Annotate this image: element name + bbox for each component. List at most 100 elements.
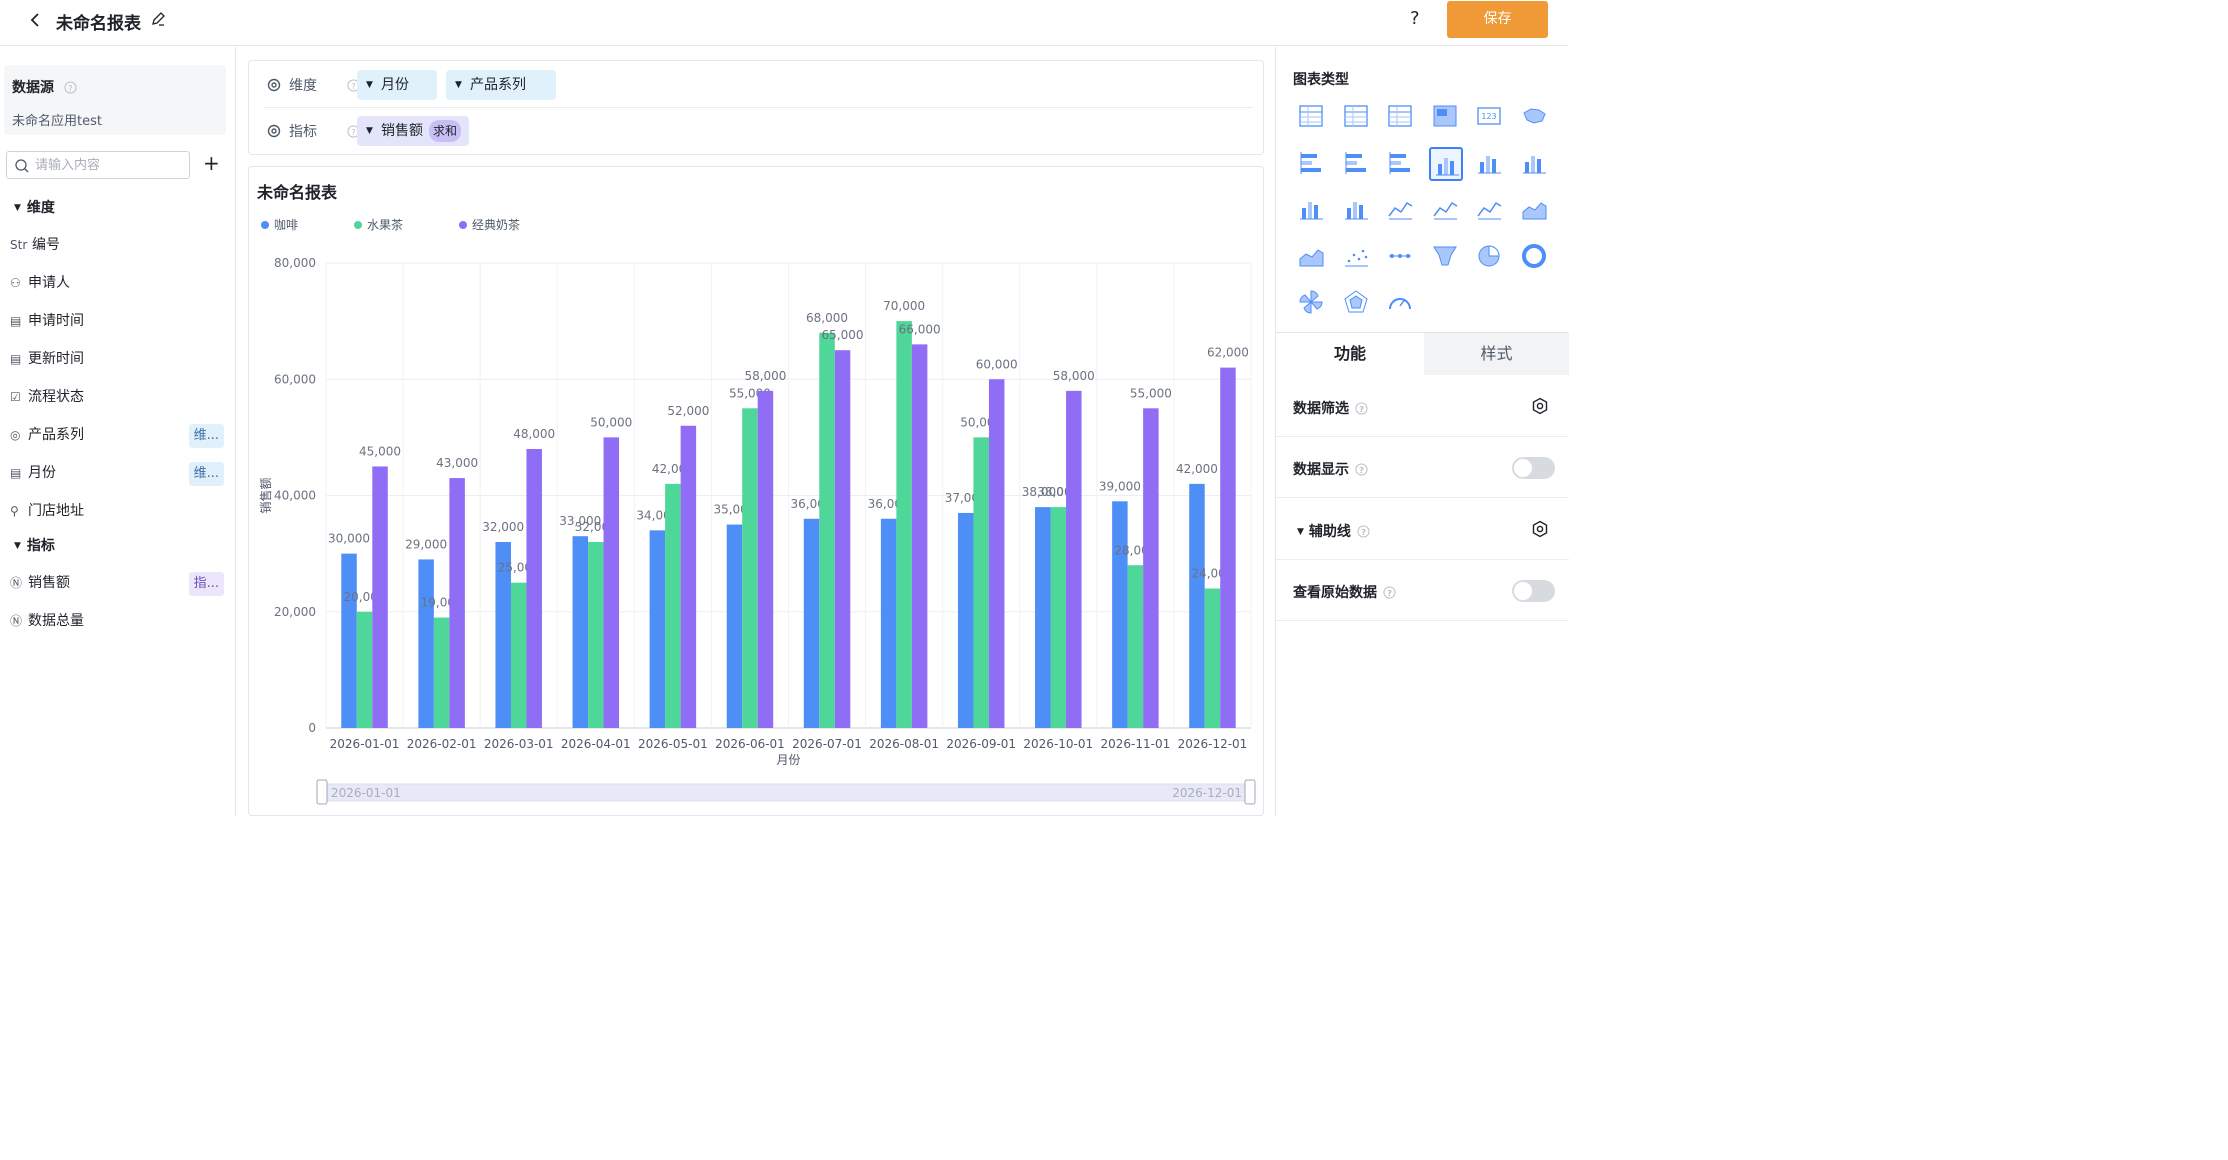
field-item[interactable]: Str 编号: [10, 234, 226, 260]
pie-icon[interactable]: [1473, 240, 1507, 274]
legend-dot: [354, 221, 362, 229]
area-chart-icon[interactable]: [1518, 193, 1552, 227]
range-slider-start-handle[interactable]: [316, 779, 328, 805]
number-card-icon[interactable]: 123: [1473, 100, 1507, 134]
x-tick-label: 2026-10-01: [1023, 737, 1093, 751]
gear-icon[interactable]: [1531, 397, 1549, 419]
tab-function[interactable]: 功能: [1276, 333, 1424, 375]
chart-title: 未命名报表: [257, 183, 338, 202]
metric-section-toggle[interactable]: ▼ 指标: [14, 535, 55, 555]
gauge-icon[interactable]: [1384, 286, 1418, 320]
waterfall-icon[interactable]: [1340, 193, 1374, 227]
bar-coffee: [957, 512, 974, 728]
dimension-pill-month[interactable]: ▼ 月份: [357, 70, 437, 100]
legend-item-coffee[interactable]: 咖啡: [261, 216, 298, 233]
field-item[interactable]: ▤ 更新时间: [10, 348, 226, 374]
field-label: 销售额: [28, 575, 70, 591]
bar-coffee: [1189, 483, 1205, 728]
donut-icon[interactable]: [1518, 240, 1552, 274]
help-circle-icon[interactable]: ?: [1355, 402, 1368, 419]
bar-fruit-tea: [356, 611, 373, 728]
bar-coffee: [726, 524, 743, 728]
line-chart-icon[interactable]: [1429, 193, 1463, 227]
edit-pencil-icon[interactable]: [150, 11, 168, 29]
radar-icon[interactable]: [1340, 286, 1374, 320]
range-slider-end-handle[interactable]: [1244, 779, 1256, 805]
y-axis-label: 销售额: [258, 477, 273, 513]
scatter-icon[interactable]: [1340, 240, 1374, 274]
help-circle-icon[interactable]: ?: [1383, 586, 1396, 603]
combo-chart-icon[interactable]: [1384, 193, 1418, 227]
bar-fruit-tea: [510, 582, 527, 728]
grouped-bar-chart-icon[interactable]: [1428, 146, 1463, 181]
raw-data-toggle[interactable]: [1512, 580, 1555, 602]
data-label: 60,000: [976, 357, 1018, 371]
timeline-icon[interactable]: [1384, 240, 1418, 274]
bar-coffee: [880, 518, 897, 728]
percent-area-icon[interactable]: [1295, 240, 1329, 274]
bar-coffee: [1112, 501, 1128, 728]
legend-item-fruit-tea[interactable]: 水果茶: [354, 216, 403, 233]
save-button[interactable]: 保存: [1447, 1, 1548, 38]
bar-coffee: [1035, 507, 1051, 728]
help-circle-icon[interactable]: ?: [1355, 463, 1368, 480]
card-icon[interactable]: [1429, 100, 1463, 134]
range-slider-track[interactable]: [320, 783, 1256, 802]
add-field-button[interactable]: +: [203, 151, 220, 175]
person-icon: ⚇: [10, 276, 21, 290]
data-display-toggle[interactable]: [1512, 457, 1555, 479]
gear-icon[interactable]: [1531, 520, 1549, 542]
field-item[interactable]: ⚲ 门店地址: [10, 500, 226, 526]
field-usage-tag: 指...: [188, 572, 224, 596]
stacked-column-icon[interactable]: [1473, 147, 1507, 181]
field-item[interactable]: ☑ 流程状态: [10, 386, 226, 412]
search-input[interactable]: [35, 155, 185, 175]
help-button[interactable]: ?: [1410, 8, 1420, 29]
x-tick-label: 2026-05-01: [638, 737, 708, 751]
field-item[interactable]: ◎ 产品系列 维...: [10, 424, 226, 450]
data-label: 52,000: [667, 404, 709, 418]
help-circle-icon[interactable]: ?: [64, 79, 77, 98]
dimension-section-toggle[interactable]: ▼ 维度: [14, 197, 55, 217]
pivot-table-icon[interactable]: [1384, 100, 1418, 134]
field-item[interactable]: ▤ 月份 维...: [10, 462, 226, 488]
rose-icon[interactable]: [1295, 286, 1329, 320]
legend-label: 咖啡: [274, 218, 299, 232]
x-tick-label: 2026-02-01: [407, 737, 477, 751]
dimension-row: 维度 ? ▼ 月份 ▼ 产品系列: [263, 70, 1253, 100]
data-display-label: 数据显示?: [1293, 459, 1368, 480]
field-item[interactable]: Ⓝ 销售额 指...: [10, 572, 226, 598]
field-usage-tag: 维...: [188, 462, 224, 486]
area-line-icon[interactable]: [1473, 193, 1507, 227]
tab-style[interactable]: 样式: [1424, 333, 1569, 375]
field-item[interactable]: ▤ 申请时间: [10, 310, 226, 336]
percent-column-icon[interactable]: [1518, 147, 1552, 181]
caret-down-icon: ▼: [366, 126, 373, 136]
legend-label: 经典奶茶: [472, 218, 521, 232]
map-icon[interactable]: [1518, 100, 1552, 134]
histogram-icon[interactable]: [1295, 193, 1329, 227]
field-item[interactable]: Ⓝ 数据总量: [10, 610, 226, 636]
field-label: 更新时间: [28, 351, 84, 367]
calendar-icon: ▤: [10, 314, 22, 328]
table-icon[interactable]: [1295, 100, 1329, 134]
dimension-pill-product-series[interactable]: ▼ 产品系列: [446, 70, 556, 100]
field-item[interactable]: ⚇ 申请人: [10, 272, 226, 298]
data-label: 68,000: [806, 311, 848, 325]
percent-bar-horizontal-icon[interactable]: [1384, 147, 1418, 181]
range-end-label: 2026-12-01: [1172, 786, 1242, 800]
back-arrow-icon[interactable]: [26, 10, 46, 30]
bar-coffee: [495, 542, 511, 728]
legend-item-milk-tea[interactable]: 经典奶茶: [459, 216, 520, 233]
datasource-name: 未命名应用test: [12, 114, 102, 129]
funnel-icon[interactable]: [1429, 240, 1463, 274]
datasource-card[interactable]: 数据源 ? 未命名应用test: [4, 65, 226, 135]
auxiliary-line-label[interactable]: ▼ 辅助线?: [1297, 521, 1370, 542]
stacked-bar-horizontal-icon[interactable]: [1340, 147, 1374, 181]
help-circle-icon[interactable]: ?: [1357, 525, 1370, 542]
chart-settings-panel: 图表类型 123 功能 样式 数据筛选? 数据显示? ▼ 辅助线? 查看原始数据?: [1275, 47, 1569, 816]
bar-horizontal-icon[interactable]: [1295, 147, 1329, 181]
location-icon: ⚲: [10, 504, 19, 518]
metric-pill-sales[interactable]: ▼ 销售额 求和: [357, 116, 469, 146]
detail-table-icon[interactable]: [1340, 100, 1374, 134]
